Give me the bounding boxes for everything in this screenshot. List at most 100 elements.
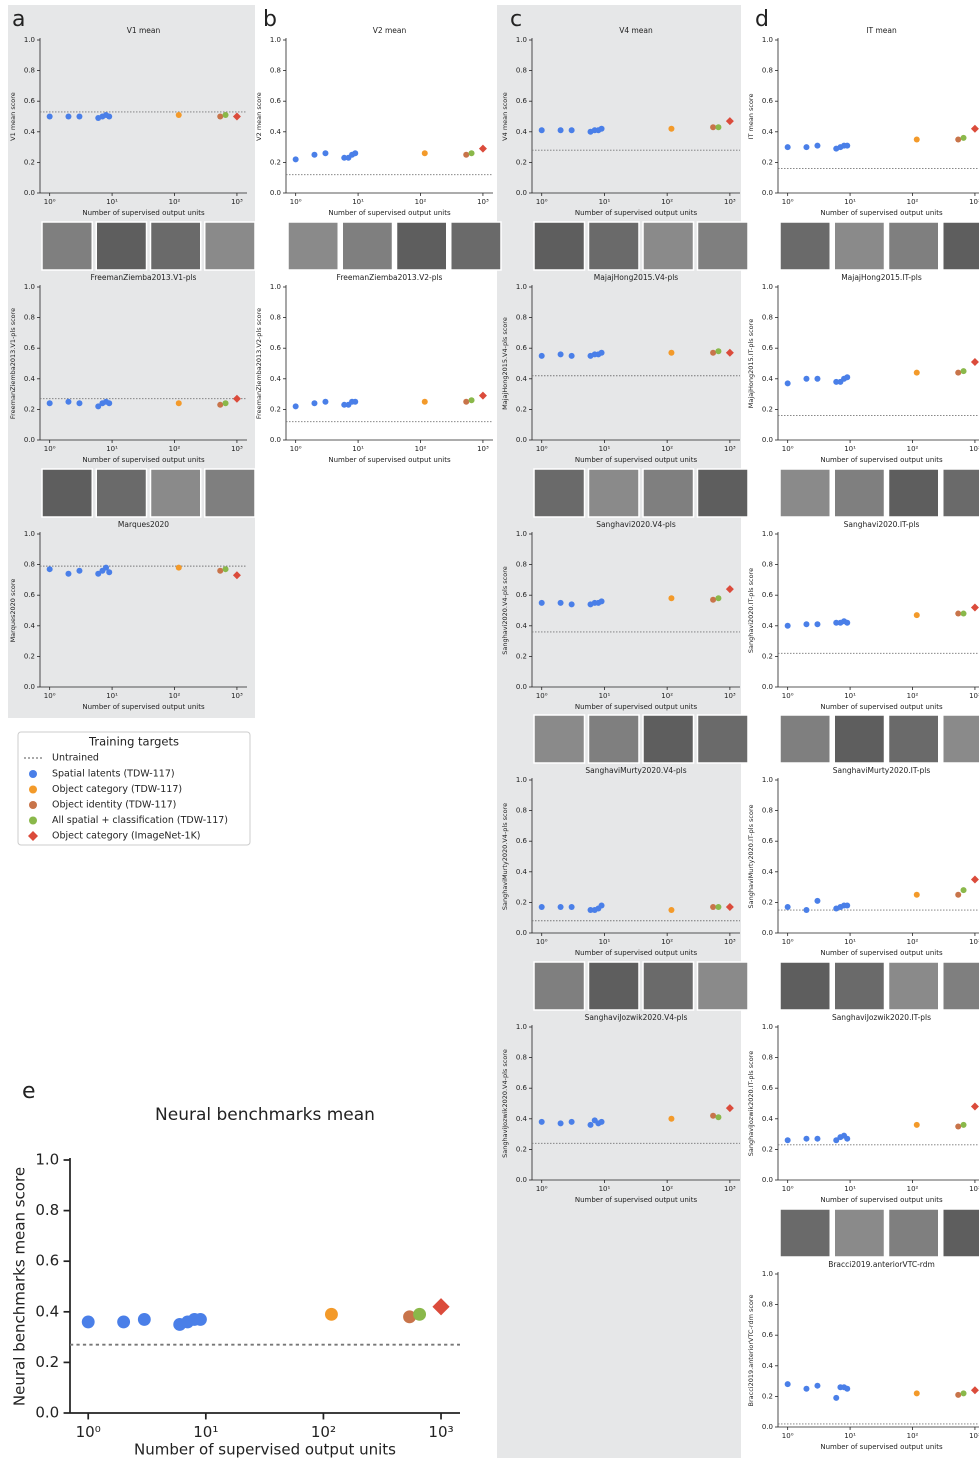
data-point	[341, 154, 348, 161]
x-tick-label: 10³	[969, 445, 979, 453]
data-point	[725, 1104, 734, 1113]
y-tick-label: 0.0	[270, 436, 281, 444]
stimulus-thumbnail	[696, 221, 749, 271]
legend-title: Training targets	[88, 735, 179, 749]
stimulus-thumbnail	[833, 961, 886, 1011]
data-point	[117, 1315, 131, 1329]
chart-title: SanghaviMurty2020.V4-pls	[585, 766, 686, 775]
stimulus-thumbnail	[41, 221, 93, 271]
x-tick-label: 10³	[969, 938, 979, 946]
x-tick-label: 10¹	[106, 198, 118, 206]
x-tick-label: 10²	[169, 445, 181, 453]
data-point	[710, 124, 717, 131]
chart-title: FreemanZiemba2013.V1-pls	[91, 273, 197, 282]
y-tick-label: 0.6	[762, 97, 774, 105]
x-axis-label: Number of supervised output units	[328, 456, 451, 464]
x-axis-label: Number of supervised output units	[575, 1196, 698, 1204]
y-tick-label: 0.0	[24, 189, 35, 197]
chart-title: SanghaviMurty2020.IT-pls	[833, 766, 931, 775]
data-point	[668, 125, 675, 132]
data-point	[478, 391, 487, 400]
data-point	[955, 610, 962, 617]
data-point	[844, 1385, 851, 1392]
data-point	[833, 1394, 840, 1401]
data-point	[175, 400, 182, 407]
y-tick-label: 0.0	[762, 1176, 773, 1184]
data-point	[557, 351, 564, 358]
stimulus-thumbnail	[533, 468, 586, 518]
x-tick-label: 10³	[969, 1185, 979, 1193]
stimulus-thumbnail	[779, 714, 831, 764]
stimulus-thumbnail	[642, 221, 695, 271]
x-tick-label: 10⁰	[782, 445, 794, 453]
y-tick-label: 1.0	[762, 36, 773, 44]
data-point	[76, 113, 83, 120]
y-tick-label: 0.6	[516, 1084, 528, 1092]
y-tick-label: 0.8	[762, 807, 773, 815]
stimulus-thumbnail	[204, 468, 256, 518]
data-point	[587, 907, 594, 914]
panel-label: c	[510, 7, 522, 32]
x-axis-label: Number of supervised output units	[820, 209, 943, 217]
x-tick-label: 10²	[661, 1185, 673, 1193]
y-tick-label: 0.2	[516, 158, 527, 166]
data-point	[538, 599, 545, 606]
stimulus-thumbnail	[779, 1208, 831, 1258]
data-point	[413, 1307, 427, 1321]
data-point	[598, 1118, 605, 1125]
legend-symbol	[29, 801, 37, 809]
stimulus-thumbnail	[533, 961, 586, 1011]
y-tick-label: 0.0	[35, 1404, 59, 1422]
y-tick-label: 0.4	[516, 868, 528, 876]
data-point	[557, 599, 564, 606]
data-point	[970, 357, 979, 366]
x-tick-label: 10³	[969, 198, 979, 206]
data-point	[803, 144, 810, 151]
data-point	[598, 598, 605, 605]
data-point	[538, 1118, 545, 1125]
data-point	[725, 117, 734, 126]
y-tick-label: 0.2	[762, 1392, 773, 1400]
data-point	[960, 368, 967, 375]
y-tick-label: 1.0	[516, 36, 527, 44]
data-point	[322, 398, 329, 405]
x-tick-label: 10⁰	[76, 1423, 101, 1441]
y-tick-label: 0.0	[762, 436, 773, 444]
y-tick-label: 0.2	[516, 652, 527, 660]
legend-label: Untrained	[52, 753, 99, 764]
data-point	[95, 403, 102, 410]
data-point	[803, 375, 810, 382]
data-point	[175, 111, 182, 118]
stimulus-thumbnail	[341, 221, 394, 271]
data-point	[913, 891, 920, 898]
stimulus-thumbnail	[395, 221, 448, 271]
stimulus-thumbnail	[41, 468, 93, 518]
x-tick-label: 10²	[661, 692, 673, 700]
x-axis-label: Number of supervised output units	[134, 1441, 396, 1458]
chart-title: Sanghavi2020.IT-pls	[844, 520, 920, 529]
data-point	[960, 134, 967, 141]
data-point	[814, 1135, 821, 1142]
data-point	[468, 150, 475, 157]
y-axis-label: Neural benchmarks mean score	[11, 1167, 29, 1406]
data-point	[292, 403, 299, 410]
data-point	[803, 621, 810, 628]
legend-symbol	[29, 816, 37, 825]
y-tick-label: 0.6	[762, 1084, 774, 1092]
x-tick-label: 10²	[661, 198, 673, 206]
data-point	[668, 349, 675, 356]
y-tick-label: 0.4	[516, 622, 528, 630]
y-tick-label: 0.8	[24, 67, 35, 75]
y-tick-label: 0.8	[35, 1201, 59, 1219]
data-point	[725, 585, 734, 594]
data-point	[710, 596, 717, 603]
data-point	[598, 125, 605, 132]
stimulus-thumbnail	[887, 1208, 940, 1258]
y-tick-label: 0.2	[762, 405, 773, 413]
data-point	[955, 1123, 962, 1130]
legend-label: All spatial + classification (TDW-117)	[52, 815, 228, 826]
data-point	[784, 144, 791, 151]
stimulus-thumbnail	[287, 221, 339, 271]
y-tick-label: 0.2	[516, 898, 527, 906]
y-tick-label: 0.4	[270, 128, 282, 136]
